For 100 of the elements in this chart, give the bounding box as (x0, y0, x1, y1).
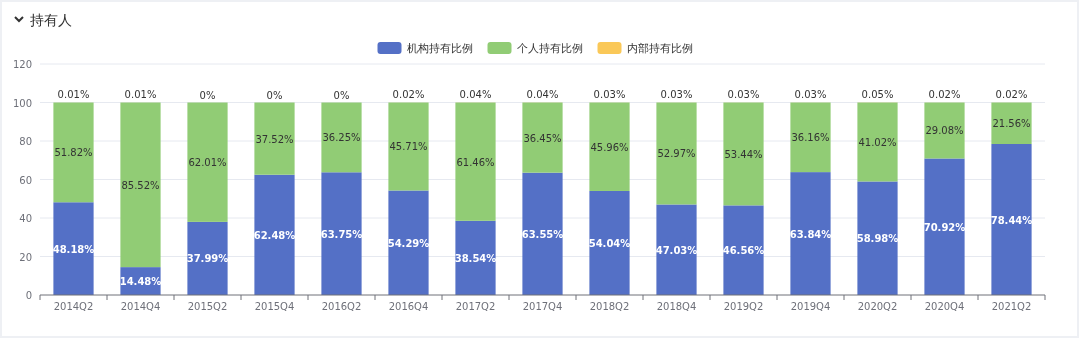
data-label: 38.54% (454, 252, 497, 264)
data-label: 37.52% (255, 133, 294, 145)
data-label: 41.02% (858, 136, 897, 148)
x-tick-label: 2017Q4 (522, 301, 563, 312)
x-tick-label: 2015Q4 (254, 301, 295, 312)
data-label: 0.03% (593, 89, 626, 101)
x-tick-label: 2017Q2 (455, 301, 496, 312)
bar (321, 102, 362, 173)
x-tick-label: 2019Q4 (790, 301, 831, 312)
data-label: 78.44% (990, 214, 1033, 226)
bar (857, 181, 898, 295)
bar (187, 221, 228, 295)
data-label: 36.25% (322, 132, 361, 144)
data-label: 52.97% (657, 148, 696, 160)
bar (53, 102, 94, 203)
data-label: 63.55% (521, 228, 564, 240)
data-label: 36.16% (791, 132, 830, 144)
x-tick-label: 2020Q2 (857, 301, 898, 312)
data-label: 36.45% (523, 132, 562, 144)
bar (991, 102, 1032, 144)
data-label: 0.05% (861, 89, 894, 101)
data-label: 46.56% (722, 245, 765, 257)
bar (656, 102, 697, 205)
x-tick-label: 2021Q2 (991, 301, 1032, 312)
data-label: 61.46% (456, 156, 495, 168)
data-label: 0% (333, 89, 350, 101)
x-tick-label: 2018Q4 (656, 301, 697, 312)
data-label: 0% (199, 89, 216, 101)
data-label: 0.03% (660, 89, 693, 101)
y-tick-label: 120 (12, 59, 32, 70)
x-tick-label: 2015Q2 (187, 301, 228, 312)
y-tick-label: 0 (25, 290, 32, 301)
data-label: 21.56% (992, 118, 1031, 130)
data-label: 0.03% (794, 89, 827, 101)
bar (589, 102, 630, 191)
bar (991, 144, 1032, 295)
bar (656, 204, 697, 295)
chart-title: 持有人 (30, 12, 72, 28)
y-tick-label: 80 (19, 136, 32, 147)
data-label: 63.75% (320, 228, 363, 240)
bar (53, 202, 94, 295)
bar (589, 190, 630, 295)
data-label: 70.92% (923, 221, 966, 233)
bar (857, 102, 898, 182)
data-label: 45.71% (389, 141, 428, 153)
data-label: 37.99% (186, 253, 229, 265)
legend-label: 内部持有比例 (626, 42, 693, 55)
bar (723, 205, 764, 295)
data-label: 63.84% (789, 228, 832, 240)
data-label: 53.44% (724, 148, 763, 160)
data-label: 0.01% (124, 89, 157, 101)
data-label: 14.48% (119, 276, 162, 288)
bar (254, 102, 295, 175)
bar (321, 172, 362, 295)
bar (455, 220, 496, 295)
bar (388, 102, 429, 191)
bar (723, 102, 764, 206)
bar (790, 102, 831, 173)
legend-label: 机构持有比例 (406, 42, 473, 55)
data-label: 0.04% (459, 89, 492, 101)
legend-label: 个人持有比例 (516, 42, 583, 55)
y-tick-label: 20 (19, 251, 32, 263)
y-tick-label: 60 (19, 174, 32, 186)
bar (455, 102, 496, 221)
bar (187, 102, 228, 222)
x-tick-label: 2016Q4 (388, 301, 429, 312)
x-tick-label: 2014Q2 (53, 301, 94, 312)
y-tick-label: 40 (19, 213, 32, 224)
bar (254, 174, 295, 295)
x-tick-label: 2018Q2 (589, 301, 630, 312)
data-label: 47.03% (655, 244, 698, 256)
bar (924, 158, 965, 295)
data-label: 0.02% (392, 89, 425, 101)
data-label: 0% (266, 89, 283, 101)
x-tick-label: 2016Q2 (321, 301, 362, 312)
data-label: 54.04% (588, 237, 631, 249)
data-label: 58.98% (856, 233, 899, 245)
x-tick-label: 2019Q2 (723, 301, 764, 312)
bar (924, 102, 965, 159)
bar (522, 172, 563, 295)
x-tick-label: 2014Q4 (120, 301, 161, 312)
data-label: 62.48% (253, 229, 296, 241)
data-label: 54.29% (387, 237, 430, 249)
data-label: 62.01% (188, 157, 227, 169)
data-label: 0.02% (995, 89, 1028, 101)
bar (120, 102, 161, 268)
bar (388, 190, 429, 295)
data-label: 45.96% (590, 141, 629, 153)
data-label: 0.04% (526, 89, 559, 101)
y-tick-label: 100 (12, 97, 32, 109)
bar (522, 102, 563, 173)
data-label: 0.03% (727, 89, 760, 101)
bar (790, 172, 831, 295)
data-label: 29.08% (925, 125, 964, 137)
data-label: 0.01% (57, 89, 90, 101)
data-label: 85.52% (121, 179, 160, 191)
data-label: 51.82% (54, 147, 93, 159)
data-label: 0.02% (928, 89, 961, 101)
x-tick-label: 2020Q4 (924, 301, 965, 312)
data-label: 48.18% (52, 243, 95, 255)
